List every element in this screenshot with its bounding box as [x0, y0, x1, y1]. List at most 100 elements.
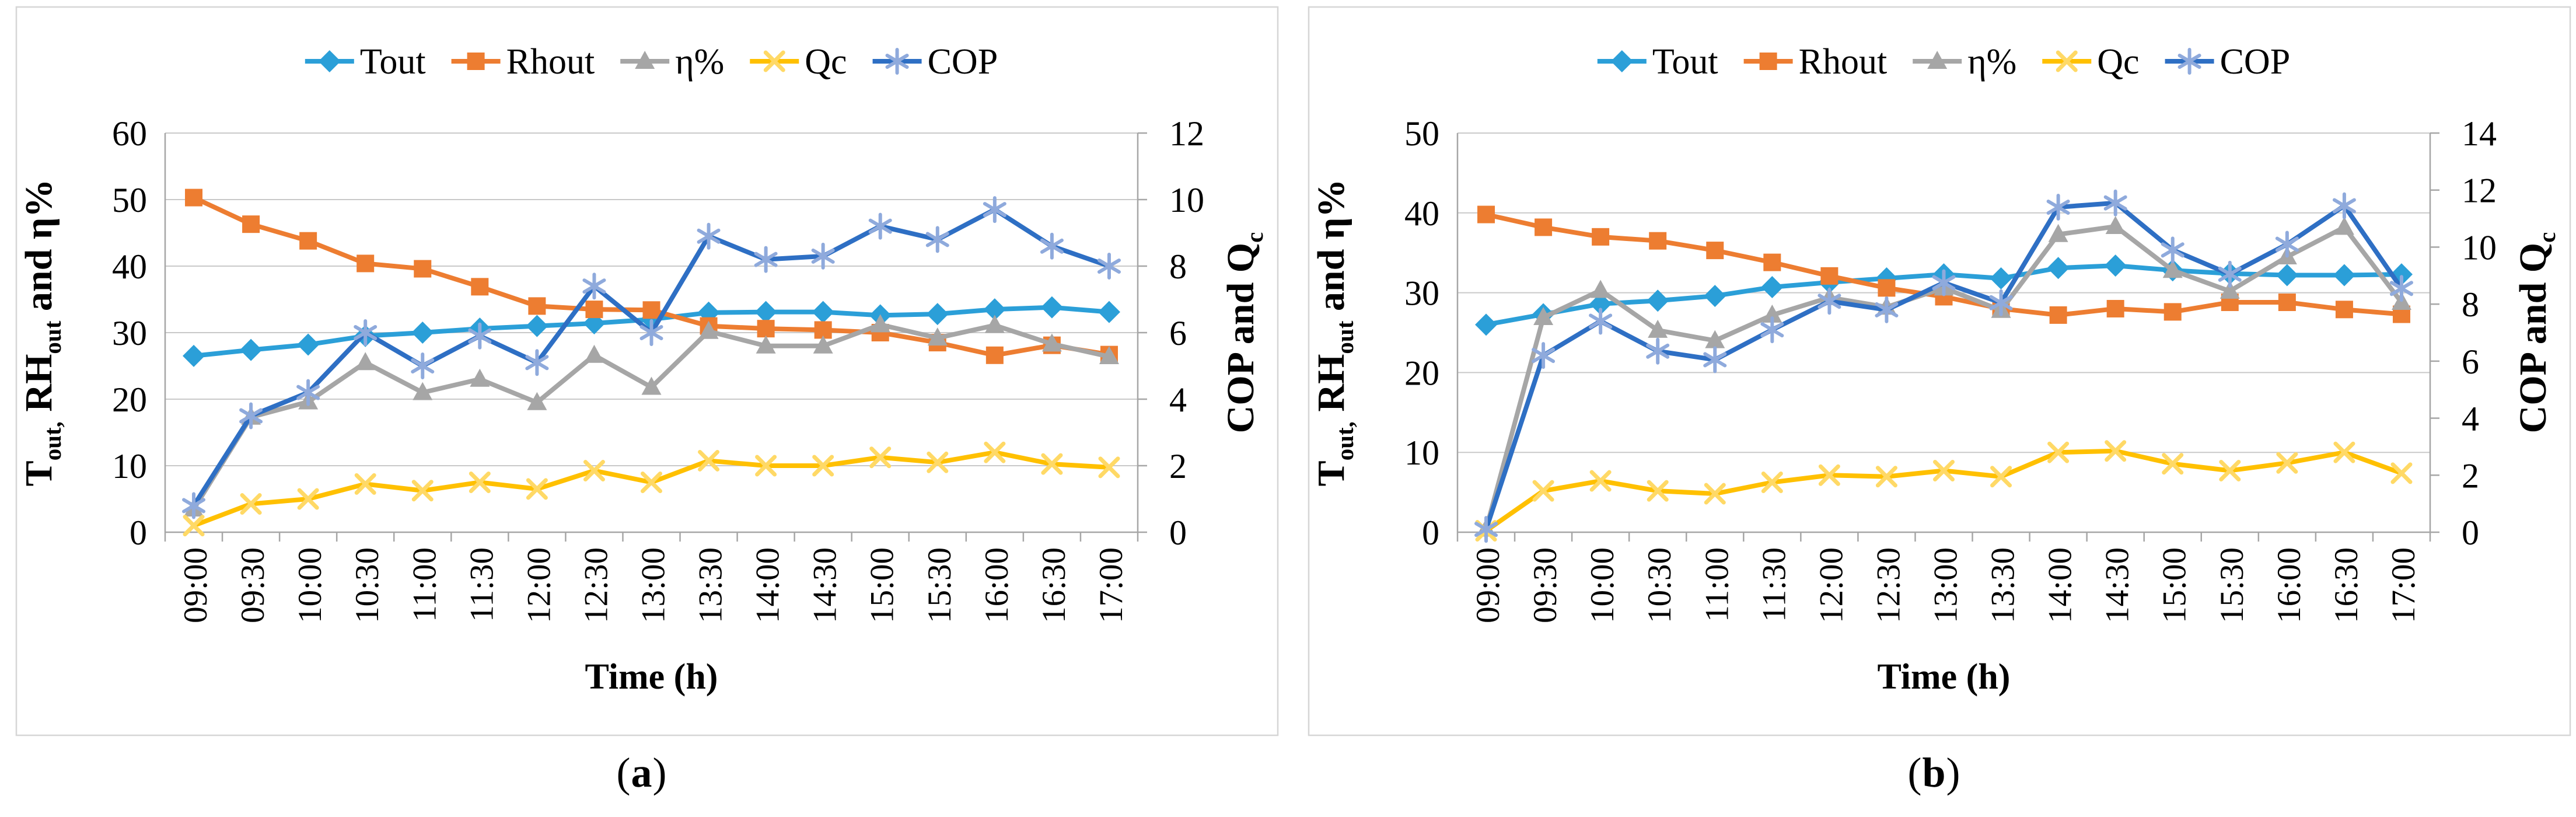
x-axis-tick-labels: 09:00 09:30 10:00 10:30 11:00 11:30 12:00 12:30…	[1470, 547, 2422, 623]
svg-text:15:30: 15:30	[921, 547, 958, 623]
svg-text:10: 10	[1169, 181, 1204, 219]
panel-border	[15, 6, 1279, 736]
axes	[1456, 133, 2431, 542]
svg-text:13:30: 13:30	[693, 547, 729, 623]
legend-item-Qc: Qc	[750, 42, 847, 82]
svg-text:15:00: 15:00	[2156, 547, 2193, 623]
svg-text:11:30: 11:30	[463, 547, 500, 622]
svg-text:13:00: 13:00	[1928, 547, 1965, 623]
series-COP	[182, 196, 1121, 519]
legend-label: COP	[928, 42, 998, 82]
svg-text:14:00: 14:00	[750, 547, 787, 623]
svg-text:13:30: 13:30	[1985, 547, 2022, 623]
svg-text:14:30: 14:30	[807, 547, 844, 623]
svg-text:8: 8	[1169, 247, 1187, 286]
x-axis-title: Time (h)	[585, 657, 718, 697]
caption-a: (a)	[616, 749, 667, 796]
svg-text:11:00: 11:00	[1698, 547, 1735, 622]
svg-text:4: 4	[2462, 400, 2479, 438]
legend-item-Rhout: Rhout	[451, 42, 595, 82]
legend-label: Qc	[2097, 42, 2139, 82]
series-COP	[1474, 189, 2413, 543]
legend-item-Tout: Tout	[305, 42, 426, 82]
right-axis-tick-labels: 14 12 10 8 6 4 2 0	[2430, 114, 2497, 552]
svg-text:10: 10	[112, 447, 147, 486]
svg-text:09:00: 09:00	[177, 547, 214, 623]
legend-item-Qc: Qc	[2042, 42, 2140, 82]
legend-item-COP: COP	[872, 42, 998, 82]
svg-text:16:30: 16:30	[2328, 547, 2365, 623]
svg-text:11:30: 11:30	[1756, 547, 1792, 622]
svg-text:10:00: 10:00	[1584, 547, 1621, 623]
x-axis-tick-labels: 09:00 09:30 10:00 10:30 11:00 11:30 12:00 12:30…	[177, 547, 1130, 623]
svg-text:40: 40	[1404, 194, 1439, 233]
legend-label: Tout	[1652, 42, 1718, 82]
svg-text:09:30: 09:30	[235, 547, 271, 623]
svg-text:12:30: 12:30	[1870, 547, 1907, 623]
svg-text:50: 50	[112, 181, 147, 219]
svg-text:0: 0	[130, 514, 147, 552]
svg-text:13:00: 13:00	[635, 547, 672, 623]
svg-text:12:00: 12:00	[520, 547, 557, 623]
svg-text:10:30: 10:30	[349, 547, 386, 623]
panel-border	[1308, 6, 2571, 736]
svg-text:30: 30	[1404, 274, 1439, 313]
svg-text:4: 4	[1169, 380, 1187, 419]
svg-text:14:00: 14:00	[2042, 547, 2079, 623]
svg-text:0: 0	[1169, 514, 1187, 552]
chart-panel-a: 60 50 40 30 20 10 0 12 10 8 6 4 2 0 09:00 09:30 10:00 10:…	[0, 0, 1284, 817]
svg-text:17:00: 17:00	[2385, 547, 2422, 623]
left-axis-title: Tout, RHout and η%	[18, 179, 66, 487]
legend: Tout Rhout η% Qc COP	[1597, 42, 2291, 82]
svg-text:12: 12	[1169, 114, 1204, 153]
svg-text:14: 14	[2462, 114, 2497, 153]
svg-text:10:00: 10:00	[292, 547, 328, 623]
svg-text:6: 6	[2462, 343, 2479, 381]
legend-label: η%	[1967, 42, 2016, 82]
svg-text:20: 20	[1404, 354, 1439, 392]
svg-text:10:30: 10:30	[1641, 547, 1678, 623]
svg-text:12: 12	[2462, 172, 2497, 210]
svg-text:15:30: 15:30	[2214, 547, 2250, 623]
right-axis-title: COP and Qc	[1219, 232, 1268, 434]
left-axis-title: Tout, RHout and η%	[1310, 179, 1358, 487]
svg-text:09:00: 09:00	[1470, 547, 1507, 623]
caption-b: (b)	[1907, 749, 1961, 796]
legend-item-Tout: Tout	[1597, 42, 1718, 82]
right-axis-tick-labels: 12 10 8 6 4 2 0	[1138, 114, 1204, 552]
x-axis-title: Time (h)	[1878, 657, 2011, 697]
svg-text:30: 30	[112, 314, 147, 352]
legend-label: COP	[2220, 42, 2291, 82]
legend: Tout Rhout η% Qc COP	[305, 42, 998, 82]
legend-label: Tout	[360, 42, 426, 82]
left-axis-tick-labels: 60 50 40 30 20 10 0	[112, 114, 147, 552]
svg-text:10: 10	[1404, 434, 1439, 472]
legend-item-COP: COP	[2165, 42, 2291, 82]
legend-label: Rhout	[506, 42, 595, 82]
legend-item-Rhout: Rhout	[1743, 42, 1888, 82]
svg-text:15:00: 15:00	[864, 547, 901, 623]
svg-text:12:00: 12:00	[1813, 547, 1850, 623]
svg-text:20: 20	[112, 380, 147, 419]
legend-item-η%: η%	[620, 42, 724, 82]
series-Qc	[183, 441, 1120, 537]
svg-text:09:30: 09:30	[1527, 547, 1564, 623]
svg-text:14:30: 14:30	[2099, 547, 2136, 623]
right-axis-title: COP and Qc	[2512, 232, 2560, 434]
svg-text:16:00: 16:00	[978, 547, 1015, 623]
legend-label: Rhout	[1799, 42, 1888, 82]
svg-text:17:00: 17:00	[1093, 547, 1130, 623]
svg-text:10: 10	[2462, 228, 2497, 267]
svg-text:11:00: 11:00	[406, 547, 443, 622]
legend-label: η%	[675, 42, 724, 82]
svg-text:16:00: 16:00	[2271, 547, 2308, 623]
svg-text:0: 0	[2462, 514, 2479, 552]
chart-panel-b: 50 40 30 20 10 0 14 12 10 8 6 4 2 0 09:00 09:30 10:00 10:…	[1292, 0, 2576, 817]
svg-text:16:30: 16:30	[1036, 547, 1072, 623]
legend-item-η%: η%	[1913, 42, 2016, 82]
svg-text:2: 2	[1169, 447, 1187, 486]
svg-text:2: 2	[2462, 456, 2479, 495]
svg-text:8: 8	[2462, 285, 2479, 324]
